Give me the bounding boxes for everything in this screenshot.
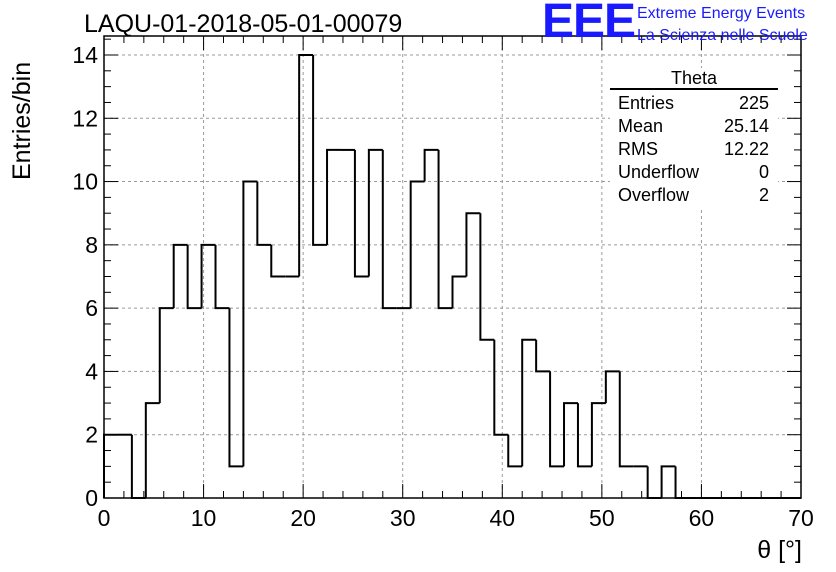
stats-row: Underflow 0 <box>610 161 778 184</box>
stats-value: 12.22 <box>723 139 769 159</box>
histogram-bin <box>674 466 690 499</box>
x-tick-label: 0 <box>98 505 111 531</box>
y-tick-label: 0 <box>85 485 98 511</box>
plot-frame <box>103 35 802 499</box>
eee-logo: EEE <box>542 0 636 48</box>
y-tick-label: 14 <box>72 42 98 68</box>
x-tick-label: 10 <box>191 505 217 531</box>
histogram-bin <box>228 308 244 468</box>
histogram-bin <box>200 243 216 309</box>
stats-row: Entries 225 <box>610 92 778 115</box>
histogram-bin <box>367 148 383 277</box>
stats-row: RMS 12.22 <box>610 138 778 161</box>
y-tick-label: 12 <box>72 105 98 131</box>
stats-row: Mean 25.14 <box>610 115 778 138</box>
stats-label: Underflow <box>618 162 700 182</box>
x-tick-label: 50 <box>589 505 615 531</box>
x-tick-label: 70 <box>788 505 814 531</box>
x-tick-label: 20 <box>290 505 316 531</box>
histogram-bin <box>326 148 341 245</box>
histogram-bin <box>144 402 160 498</box>
y-tick-label: 2 <box>85 422 98 448</box>
stats-title: Theta <box>610 68 778 90</box>
histogram-bin <box>270 244 286 278</box>
brand-line-2: La Scienza nelle Scuole <box>637 27 808 44</box>
histogram-bin <box>660 465 676 498</box>
chart-title: LAQU-01-2018-05-01-00079 <box>84 10 403 38</box>
histogram-bin <box>493 339 509 436</box>
brand-line-1: Extreme Energy Events <box>637 5 806 22</box>
histogram-bin <box>563 402 578 467</box>
histogram-bin <box>130 434 146 499</box>
stats-label: RMS <box>618 139 658 159</box>
stats-value: 2 <box>758 185 769 205</box>
x-tick-label: 30 <box>390 505 416 531</box>
histogram-bin <box>214 244 230 310</box>
stats-label: Overflow <box>618 185 690 205</box>
y-tick-label: 6 <box>85 295 98 321</box>
histogram-bin <box>298 53 314 277</box>
stats-value: 0 <box>758 162 769 182</box>
histogram-bin <box>437 149 453 310</box>
x-tick-label: 40 <box>489 505 515 531</box>
histogram-bin <box>409 180 425 309</box>
histogram-bin <box>576 403 592 468</box>
histogram-bin <box>451 275 467 309</box>
histogram-bin <box>172 243 188 309</box>
histogram-bin <box>521 338 537 467</box>
histogram-bin <box>312 54 328 246</box>
histogram-bin <box>242 180 258 467</box>
y-tick-label: 8 <box>85 232 98 258</box>
stats-label: Entries <box>618 93 675 113</box>
histogram-bin <box>423 148 439 182</box>
histogram-bin <box>646 466 662 499</box>
histogram-bin <box>535 339 551 373</box>
y-axis-label: Entries/bin <box>8 61 36 180</box>
histogram-bin <box>381 149 397 310</box>
stats-row: Overflow 2 <box>610 184 778 207</box>
histogram-bin <box>618 371 634 468</box>
histogram-bin <box>590 402 606 467</box>
x-axis-label: θ [°] <box>757 536 802 564</box>
y-tick-label: 10 <box>72 169 98 195</box>
histogram-bin <box>256 181 272 246</box>
histogram-bin <box>549 371 565 468</box>
stats-label: Mean <box>618 116 664 136</box>
histogram-bin <box>186 244 202 310</box>
histogram-bin <box>353 149 369 278</box>
stats-box: Theta Entries 225 Mean 25.14 RMS 12.22 U… <box>610 68 778 207</box>
y-tick-label: 4 <box>85 358 98 384</box>
histogram-bin <box>479 213 495 341</box>
histogram-bin <box>507 434 523 468</box>
stats-value: 25.14 <box>723 116 769 136</box>
axes <box>103 35 802 499</box>
histogram-bin <box>158 307 174 404</box>
histogram-bin <box>604 370 620 404</box>
stats-value: 225 <box>738 93 769 113</box>
x-tick-label: 60 <box>689 505 715 531</box>
histogram-bin <box>465 212 481 277</box>
